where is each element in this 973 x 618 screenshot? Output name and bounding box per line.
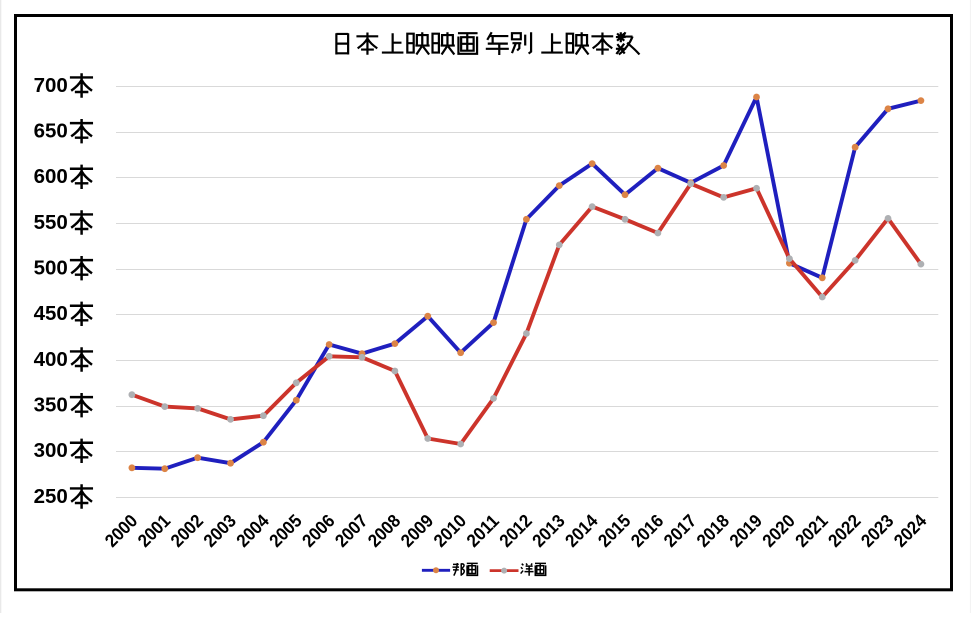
- svg-text:300: 300: [34, 439, 68, 462]
- svg-text:450: 450: [34, 302, 68, 325]
- svg-text:500: 500: [34, 257, 68, 280]
- svg-text:400: 400: [34, 348, 68, 371]
- svg-text:350: 350: [34, 394, 68, 417]
- svg-text:650: 650: [34, 120, 68, 143]
- svg-text:250: 250: [34, 485, 68, 508]
- svg-text:600: 600: [34, 165, 68, 188]
- svg-text:700: 700: [34, 74, 68, 97]
- svg-text:550: 550: [34, 211, 68, 234]
